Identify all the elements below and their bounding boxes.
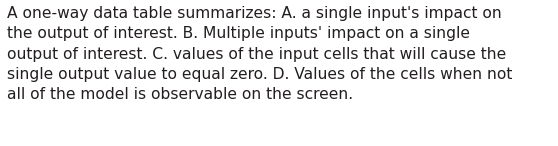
Text: A one-way data table summarizes: A. a single input's impact on
the output of int: A one-way data table summarizes: A. a si… <box>7 6 512 102</box>
